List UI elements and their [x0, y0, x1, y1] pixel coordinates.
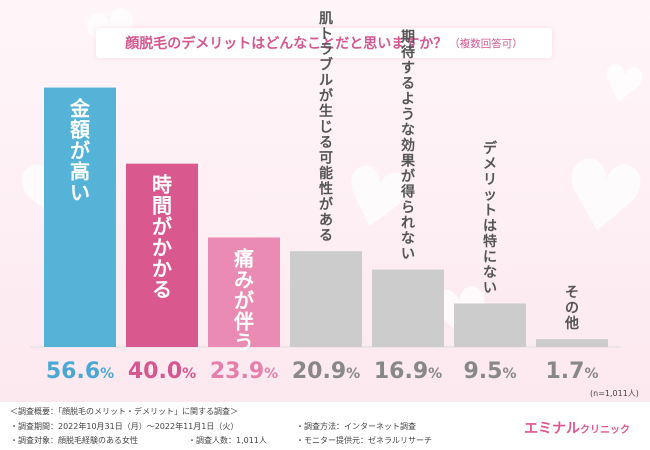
- bar-7: [536, 339, 608, 347]
- bar-4: [290, 251, 362, 347]
- chart-title: 顔脱毛のデメリットはどんなことだと思いますか？ （複数回答可）: [96, 28, 552, 58]
- bar-2: [126, 163, 198, 347]
- survey-provider: ・モニター提供元：ゼネラルリサーチ: [296, 436, 432, 445]
- value-label-6: 9.5%: [463, 359, 516, 384]
- category-label-4: 肌トラブルが生じる可能性がある: [319, 11, 334, 244]
- value-label-5: 16.9%: [374, 359, 442, 384]
- chart-title-main: 顔脱毛のデメリットはどんなことだと思いますか？: [125, 36, 448, 52]
- survey-period: ・調査期間：2022年10月31日（月）〜2022年11月1日（火）: [10, 422, 239, 431]
- brand-logo: エミナルクリニック: [524, 418, 630, 438]
- category-label-2: 時間がかかる: [152, 173, 172, 302]
- category-label-6: デメリットは特にない: [483, 140, 498, 297]
- value-label-4: 20.9%: [292, 359, 360, 384]
- survey-overview: ＜調査概要：「顔脱毛のメリット・デメリット」に関する調査＞: [10, 407, 238, 416]
- category-label-3: 痛みが伴う: [233, 246, 254, 354]
- category-label-7: その他: [564, 285, 579, 332]
- value-label-2: 40.0%: [128, 359, 196, 384]
- brand-name: エミナル: [524, 421, 580, 437]
- category-label-1: 金額が高い: [69, 97, 91, 205]
- value-label-3: 23.9%: [210, 359, 278, 384]
- brand-suffix: クリニック: [580, 425, 630, 436]
- chart-title-sub: （複数回答可）: [449, 37, 523, 50]
- bar-5: [372, 269, 444, 347]
- category-label-5: 期待するような効果が得られない: [400, 30, 416, 263]
- sample-size-note: (n=1,011人): [590, 389, 639, 398]
- bar-6: [454, 303, 526, 347]
- value-label-1: 56.6%: [46, 359, 114, 384]
- bar-1: [44, 87, 116, 347]
- survey-method: ・調査方法：インターネット調査: [296, 422, 416, 431]
- bar-chart: 金額が高い 56.6% 時間がかかる 40.0% 痛みが伴う 23.9% 肌トラブルが生じる…: [30, 11, 620, 384]
- footer: [0, 402, 650, 450]
- bar-3: [208, 237, 280, 347]
- value-label-7: 1.7%: [545, 359, 598, 384]
- survey-target: ・調査対象：顔脱毛経験のある女性: [10, 436, 138, 445]
- survey-count: ・調査人数：1,011人: [188, 436, 267, 445]
